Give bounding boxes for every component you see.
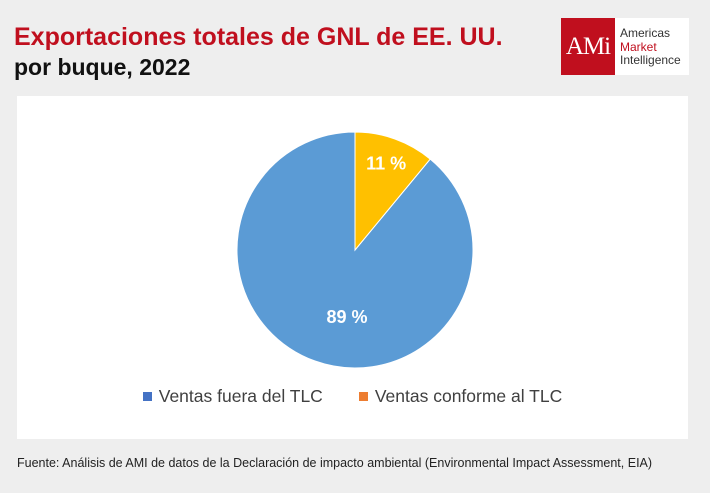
pie-chart: 89 % 11 % — [236, 131, 474, 369]
legend-swatch — [142, 392, 152, 401]
logo-line-1: Americas — [620, 26, 671, 40]
chart-panel: 89 % 11 % Ventas fuera del TLC Ventas con… — [17, 96, 688, 439]
logo-line-3: Intelligence — [620, 53, 681, 67]
legend-swatch — [358, 392, 368, 401]
data-label: 89 % — [327, 307, 368, 327]
legend-item-conforme-tlc: Ventas conforme al TLC — [358, 386, 563, 407]
title-line-2: por buque, 2022 — [14, 54, 191, 80]
legend-item-fuera-tlc: Ventas fuera del TLC — [142, 386, 323, 407]
data-label: 11 % — [366, 153, 406, 173]
chart-title: Exportaciones totales de GNL de EE. UU. … — [14, 22, 503, 82]
logo-mark: AMi — [561, 18, 615, 75]
logo-wordmark: Americas Market Intelligence — [615, 18, 681, 75]
legend-label: Ventas conforme al TLC — [374, 386, 563, 406]
chart-legend: Ventas fuera del TLC Ventas conforme al … — [17, 386, 688, 407]
logo-line-2: Market — [620, 39, 657, 54]
ami-logo: AMi Americas Market Intelligence — [561, 18, 689, 75]
legend-label: Ventas fuera del TLC — [158, 386, 323, 406]
source-note: Fuente: Análisis de AMI de datos de la D… — [17, 456, 653, 470]
pie-slice-conforme-tlc — [354, 131, 431, 252]
title-line-1: Exportaciones totales de GNL de EE. UU. — [14, 23, 503, 51]
